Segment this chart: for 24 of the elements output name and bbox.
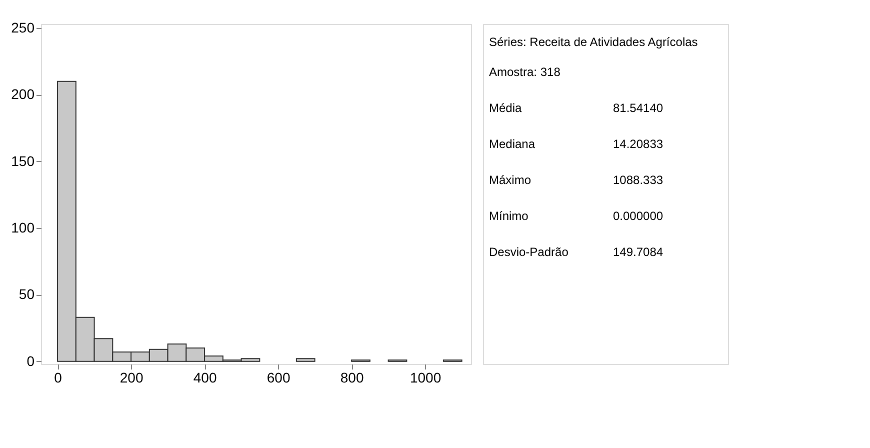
text: 1088.333 [613, 173, 664, 187]
text: 0.000000 [613, 209, 664, 223]
text: Máximo [489, 173, 532, 187]
x-tick-label: 400 [193, 370, 217, 386]
text: 81.54140 [613, 101, 664, 115]
y-tick-label: 100 [11, 220, 35, 236]
text: Amostra: 318 [489, 65, 561, 79]
text: 149.7084 [613, 245, 664, 259]
y-tick-label: 50 [18, 286, 35, 302]
x-tick-label: 200 [120, 370, 144, 386]
text: Média [489, 101, 522, 115]
y-tick-label: 200 [11, 86, 35, 102]
y-tick-label: 250 [11, 20, 35, 36]
text: Mediana [489, 137, 536, 151]
text: 14.20833 [613, 137, 664, 151]
text: Desvio-Padrão [489, 245, 569, 259]
x-tick-label: 0 [54, 370, 62, 386]
text: Séries: Receita de Atividades Agrícolas [489, 35, 698, 49]
y-tick-label: 0 [26, 352, 35, 369]
x-tick-label: 800 [340, 370, 364, 386]
x-tick-label: 1000 [410, 370, 442, 386]
text: Mínimo [489, 209, 529, 223]
y-tick-label: 150 [11, 152, 35, 169]
x-tick-label: 600 [266, 370, 290, 386]
